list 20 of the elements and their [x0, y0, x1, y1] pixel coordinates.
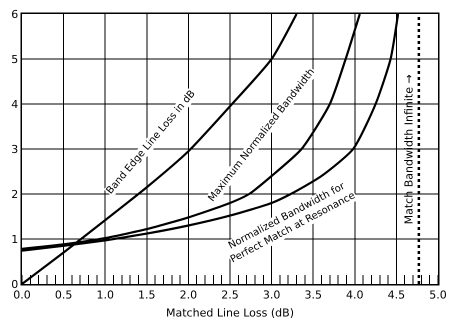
x-tick-label: 4.5 [388, 288, 406, 302]
y-tick-label: 1 [11, 232, 18, 246]
x-tick-label: 3.0 [262, 288, 280, 302]
x-tick-label: 1.0 [96, 288, 114, 302]
x-tick-label: 0.5 [54, 288, 72, 302]
y-tick-label: 2 [11, 188, 18, 201]
y-tick-label: 3 [11, 142, 18, 156]
x-axis-title: Matched Line Loss (dB) [166, 306, 294, 320]
y-tick-label: 5 [11, 52, 18, 66]
x-tick-label: 5.0 [429, 288, 447, 302]
x-tick-label: 2.0 [180, 288, 198, 302]
y-tick-label: 6 [11, 8, 18, 21]
y-tick-label: 4 [11, 98, 18, 111]
x-tick-label: 3.5 [304, 288, 322, 302]
ref-line-label: Match Bandwidth Infinite → [402, 74, 416, 224]
x-tick-label: 2.5 [221, 288, 239, 302]
x-tick-label: 4.0 [346, 288, 364, 302]
x-tick-label: 1.5 [138, 288, 156, 302]
x-tick-label: 0.0 [13, 288, 31, 302]
y-tick-label: 0 [11, 278, 18, 291]
